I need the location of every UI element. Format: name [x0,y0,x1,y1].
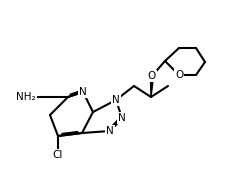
Text: N: N [79,87,87,97]
Text: N: N [118,113,126,123]
Text: NH₂: NH₂ [16,92,36,102]
Text: N: N [106,126,114,136]
Text: O: O [148,71,156,81]
Text: N: N [112,95,120,105]
Text: O: O [175,70,183,80]
Polygon shape [150,76,154,97]
Text: Cl: Cl [53,150,63,160]
